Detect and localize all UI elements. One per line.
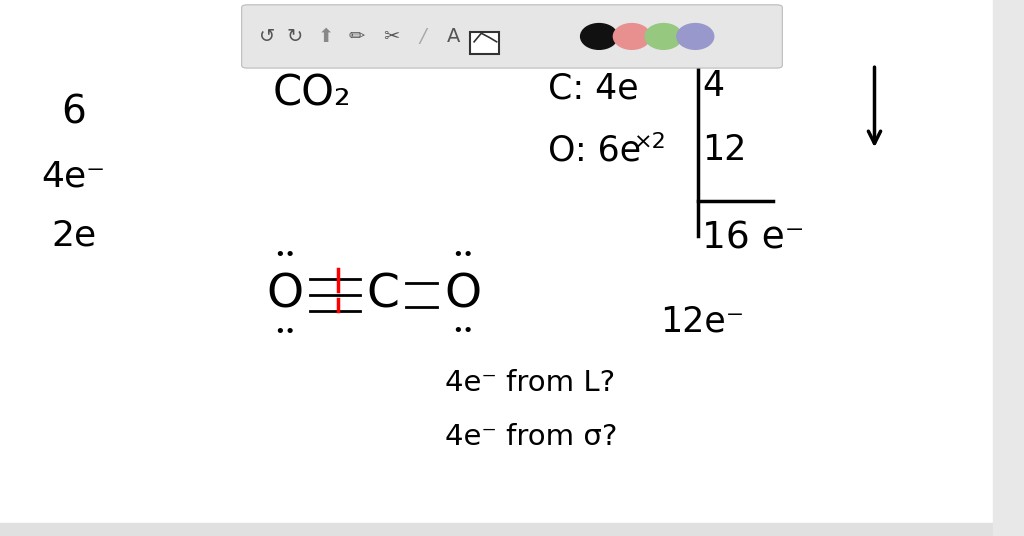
FancyBboxPatch shape xyxy=(470,32,499,54)
Ellipse shape xyxy=(581,24,617,49)
Text: O: 6e: O: 6e xyxy=(548,133,641,167)
Text: 4e⁻: 4e⁻ xyxy=(42,160,105,194)
Ellipse shape xyxy=(613,24,650,49)
Text: ••: •• xyxy=(453,322,473,340)
Text: C: 4e: C: 4e xyxy=(548,71,639,106)
Text: ••: •• xyxy=(274,323,295,341)
Text: 12e⁻: 12e⁻ xyxy=(660,304,744,339)
Text: ••: •• xyxy=(453,245,473,264)
Text: C: C xyxy=(367,272,399,317)
Text: ✂: ✂ xyxy=(383,27,399,46)
Ellipse shape xyxy=(645,24,682,49)
Text: A: A xyxy=(446,27,461,46)
FancyBboxPatch shape xyxy=(242,5,782,68)
Text: ⬆: ⬆ xyxy=(317,27,334,46)
Text: /: / xyxy=(420,27,426,46)
Text: 4: 4 xyxy=(702,69,725,103)
Text: 6: 6 xyxy=(61,94,86,131)
Text: ✏: ✏ xyxy=(348,27,365,46)
Bar xyxy=(0,523,1024,536)
Text: O: O xyxy=(444,272,481,317)
Text: ↺: ↺ xyxy=(259,27,275,46)
Text: O: O xyxy=(266,272,303,317)
Text: 16 e⁻: 16 e⁻ xyxy=(702,220,805,257)
Text: ↻: ↻ xyxy=(287,27,303,46)
Bar xyxy=(993,0,1024,536)
Text: 4e⁻ from σ?: 4e⁻ from σ? xyxy=(445,423,617,451)
Ellipse shape xyxy=(677,24,714,49)
Text: 12: 12 xyxy=(702,133,746,167)
Text: ×2: ×2 xyxy=(634,132,667,152)
Text: CO₂: CO₂ xyxy=(273,73,351,115)
Text: 4e⁻ from L?: 4e⁻ from L? xyxy=(445,369,615,397)
Text: ••: •• xyxy=(274,245,295,264)
Text: 2e: 2e xyxy=(51,219,96,253)
